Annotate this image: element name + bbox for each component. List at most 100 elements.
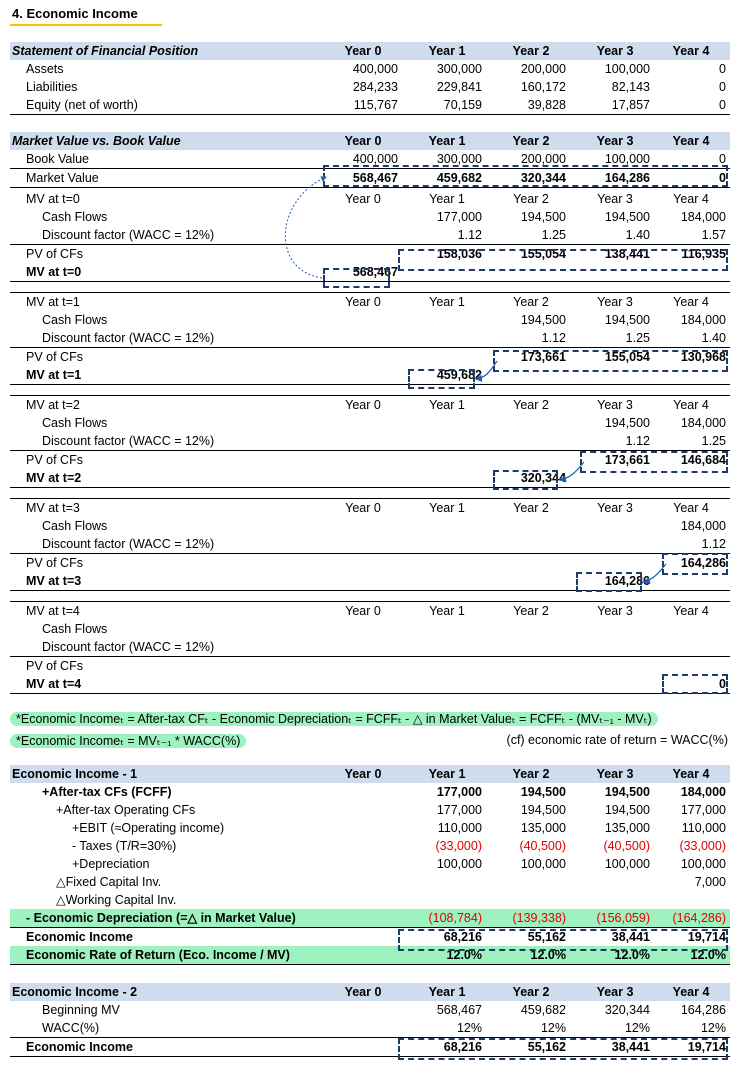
year-header: Year 2 <box>512 134 550 148</box>
table-row: WACC(%) 12% 12% 12% 12% <box>10 1019 730 1037</box>
cell: Year 4 <box>673 192 709 206</box>
cell: 12% <box>540 1021 566 1035</box>
cell: (33,000) <box>679 839 726 853</box>
cell: 184,000 <box>680 519 726 533</box>
cash-flows-row: Cash Flows 184,000 <box>10 517 730 535</box>
sfp-header: Statement of Financial Position <box>12 44 199 58</box>
cell: 184,000 <box>680 210 726 224</box>
row-label: △Fixed Capital Inv. <box>56 875 162 889</box>
cell: Year 1 <box>429 192 465 206</box>
cell: 194,500 <box>520 210 566 224</box>
row-label: Cash Flows <box>42 313 108 327</box>
table-row: Liabilities 284,233 229,841 160,172 82,1… <box>10 78 730 96</box>
cell: 135,000 <box>604 821 650 835</box>
cell: 12% <box>624 1021 650 1035</box>
table-row: +EBIT (≈Operating income) 110,000 135,000 1… <box>10 819 730 837</box>
cell: 184,000 <box>680 416 726 430</box>
cell: 12% <box>456 1021 482 1035</box>
cell: Year 2 <box>513 398 549 412</box>
cell: Year 2 <box>513 604 549 618</box>
year-header: Year 0 <box>344 44 382 58</box>
row-label: Liabilities <box>26 80 78 94</box>
cell: 38,441 <box>611 930 650 944</box>
row-label: MV at t=3 <box>26 501 80 515</box>
cell: 1.12 <box>457 228 482 242</box>
row-label: MV at t=3 <box>26 574 82 588</box>
cash-flows-row: Cash Flows 194,500 194,500 184,000 <box>10 311 730 329</box>
row-label: +Depreciation <box>72 857 150 871</box>
cell: 100,000 <box>520 857 566 871</box>
cell: (40,500) <box>603 839 650 853</box>
cell: Year 3 <box>597 604 633 618</box>
cell: 320,344 <box>520 171 566 185</box>
year-header: Year 2 <box>512 985 550 999</box>
year-header: Year 2 <box>512 767 550 781</box>
year-header: Year 3 <box>596 134 634 148</box>
table-row: Economic Income 68,216 55,162 38,441 19,714 <box>10 1037 730 1057</box>
row-label: Book Value <box>26 152 90 166</box>
cell: Year 0 <box>345 604 381 618</box>
title-underline <box>10 24 162 26</box>
arrow-mv0-to-market <box>284 176 327 279</box>
row-label: MV at t=2 <box>26 471 82 485</box>
cell: 100,000 <box>680 857 726 871</box>
cell: (40,500) <box>519 839 566 853</box>
table-row: Assets 400,000 300,000 200,000 100,000 0 <box>10 60 730 78</box>
cell: 38,441 <box>611 1040 650 1054</box>
cell: 568,467 <box>436 1003 482 1017</box>
cell: Year 2 <box>513 295 549 309</box>
cell: Year 1 <box>429 295 465 309</box>
cell: Year 3 <box>597 501 633 515</box>
cell: 17,857 <box>611 98 650 112</box>
year-header: Year 3 <box>596 985 634 999</box>
cell: Year 3 <box>597 295 633 309</box>
year-header: Year 0 <box>344 134 382 148</box>
row-label: △Working Capital Inv. <box>56 893 177 907</box>
row-label: - Taxes (T/R=30%) <box>72 839 177 853</box>
row-label: Equity (net of worth) <box>26 98 138 112</box>
cell: Year 2 <box>513 192 549 206</box>
cell: 160,172 <box>520 80 566 94</box>
cell: 459,682 <box>436 368 482 382</box>
cell: 155,054 <box>604 350 650 364</box>
cell: 0 <box>719 171 726 185</box>
table-row: Market Value 568,467 459,682 320,344 164… <box>10 168 730 188</box>
discount-factor-row: Discount factor (WACC = 12%) <box>10 638 730 656</box>
pv-row: PV of CFs 173,661 155,054 130,968 <box>10 347 730 366</box>
pv-row: PV of CFs <box>10 656 730 675</box>
mv-block-header: MV at t=4 Year 0 Year 1 Year 2 Year 3 Year 4 <box>10 601 730 620</box>
row-label: Cash Flows <box>42 519 108 533</box>
pv-row: PV of CFs 173,661 146,684 <box>10 450 730 469</box>
year-header: Year 4 <box>672 134 710 148</box>
cell: 229,841 <box>436 80 482 94</box>
cell: 1.57 <box>701 228 726 242</box>
cell: Year 1 <box>429 501 465 515</box>
cell: 400,000 <box>352 62 398 76</box>
discount-factor-row: Discount factor (WACC = 12%) 1.12 1.25 <box>10 432 730 450</box>
cell: Year 3 <box>597 192 633 206</box>
cell: Year 1 <box>429 604 465 618</box>
row-label: Cash Flows <box>42 416 108 430</box>
cell: 146,684 <box>680 453 726 467</box>
cell: 194,500 <box>520 313 566 327</box>
row-label: MV at t=1 <box>26 295 80 309</box>
row-label: Discount factor (WACC = 12%) <box>42 537 215 551</box>
ei2-header: Economic Income - 2 <box>12 985 138 999</box>
cell: (164,286) <box>672 911 726 925</box>
section-title: 4. Economic Income <box>12 6 138 21</box>
cell: 1.25 <box>541 228 566 242</box>
cell: 284,233 <box>352 80 398 94</box>
cell: Year 0 <box>345 501 381 515</box>
table-row: +Depreciation 100,000 100,000 100,000 100,00… <box>10 855 730 873</box>
cell: 194,500 <box>604 785 650 799</box>
cell: 194,500 <box>604 313 650 327</box>
cell: 200,000 <box>520 62 566 76</box>
cell: Year 0 <box>345 192 381 206</box>
row-label: Economic Income <box>26 1040 133 1054</box>
year-header: Year 1 <box>428 134 466 148</box>
ei2-header-row: Economic Income - 2 Year 0 Year 1 Year 2… <box>10 983 730 1001</box>
row-label: Market Value <box>26 171 99 185</box>
arrow-pv3-to-mv3 <box>642 563 667 585</box>
cell: Year 4 <box>673 501 709 515</box>
cell: (156,059) <box>596 911 650 925</box>
